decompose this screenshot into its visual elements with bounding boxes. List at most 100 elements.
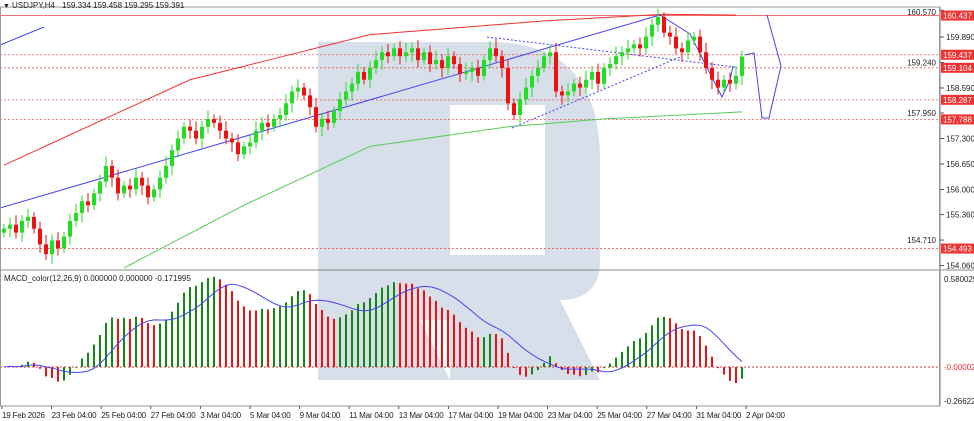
candle	[698, 29, 702, 61]
level-tag	[941, 114, 974, 125]
macd-bar	[717, 367, 719, 369]
candle-body	[104, 165, 108, 182]
y-tick-label: 155.360	[946, 211, 974, 220]
candle	[200, 120, 204, 148]
macd-bar	[513, 367, 515, 368]
macd-bar	[687, 330, 689, 367]
macd-bar	[531, 367, 533, 375]
candle	[656, 8, 660, 32]
candle-body	[452, 56, 456, 65]
y-tick-label: 158.590	[946, 84, 974, 93]
candle	[494, 38, 498, 63]
candle	[326, 110, 330, 130]
level-label: 160.437	[943, 12, 972, 21]
macd-bar	[543, 362, 545, 367]
forecast-path[interactable]	[744, 14, 782, 119]
candle	[50, 234, 54, 264]
wave-pattern[interactable]	[659, 14, 734, 99]
candle	[98, 174, 102, 202]
candle	[44, 234, 48, 261]
trend-line-short[interactable]	[0, 26, 45, 46]
candle-body	[476, 67, 480, 76]
candle	[188, 119, 192, 139]
candle	[284, 93, 288, 121]
candle	[464, 62, 468, 80]
macd-bar	[681, 329, 683, 367]
macd-bar	[597, 367, 599, 373]
candle	[218, 115, 222, 139]
level-tag	[941, 49, 974, 60]
candle-body	[596, 71, 600, 84]
macd-bar	[129, 318, 131, 367]
macd-bar	[579, 367, 581, 377]
channel-line-upper[interactable]	[486, 36, 736, 68]
candle	[512, 98, 516, 120]
plot-border	[0, 6, 940, 407]
candle	[680, 42, 684, 62]
candle	[128, 178, 132, 198]
candle-body	[74, 213, 78, 221]
candle	[524, 78, 528, 106]
level-label: 159.437	[943, 51, 972, 60]
macd-bar	[657, 317, 659, 367]
candle-body	[62, 236, 66, 249]
candle	[14, 215, 18, 239]
candle-body	[38, 228, 42, 245]
candle-body	[542, 56, 546, 68]
macd-bar	[147, 323, 149, 367]
candle	[158, 170, 162, 198]
candle	[650, 18, 654, 47]
candle-body	[716, 79, 720, 88]
macd-bar	[189, 286, 191, 367]
level-tag	[941, 62, 974, 73]
candle	[470, 62, 474, 82]
candle-body	[146, 185, 150, 198]
macd-bar	[39, 367, 41, 369]
macd-bar	[615, 357, 617, 367]
candle	[482, 55, 486, 81]
macd-bar	[351, 310, 353, 367]
candle-body	[110, 165, 114, 178]
macd-bar	[123, 317, 125, 367]
macd-bar	[291, 296, 293, 367]
candle	[428, 45, 432, 73]
candle	[248, 135, 252, 155]
candle	[92, 188, 96, 210]
macd-bar	[171, 311, 173, 367]
macd-axis-bottom: -0.266226	[944, 397, 974, 406]
candle-body	[566, 91, 570, 96]
candle-body	[710, 67, 714, 80]
macd-bar	[333, 318, 335, 367]
y-tick-label: 157.300	[946, 135, 974, 144]
candle-body	[584, 79, 588, 88]
candle-body	[686, 40, 690, 53]
macd-bar	[393, 282, 395, 367]
candle	[710, 62, 714, 90]
candle	[644, 27, 648, 55]
macd-bar	[621, 351, 623, 367]
x-tick-label: 23 Feb 04:00	[52, 411, 97, 420]
candle	[242, 141, 246, 159]
macd-bar	[495, 334, 497, 367]
macd-bar	[537, 367, 539, 371]
y-tick-label: 157.950	[907, 109, 936, 118]
macd-bar	[477, 337, 479, 367]
candle-body	[20, 220, 24, 233]
macd-bar	[87, 352, 89, 367]
macd-bar	[639, 338, 641, 367]
candle-body	[608, 64, 612, 68]
x-tick-label: 31 Mar 04:00	[696, 411, 741, 420]
candle-body	[8, 224, 12, 229]
dropdown-triangle-icon[interactable]: ▼	[3, 3, 10, 10]
candle	[320, 113, 324, 137]
candle-body	[344, 91, 348, 100]
x-tick-label: 25 Mar 04:00	[597, 411, 642, 420]
candle-body	[212, 118, 216, 123]
macd-bar	[645, 332, 647, 367]
candle-body	[392, 48, 396, 57]
macd-bar	[261, 308, 263, 367]
candle	[692, 31, 696, 46]
macd-bar	[723, 367, 725, 375]
